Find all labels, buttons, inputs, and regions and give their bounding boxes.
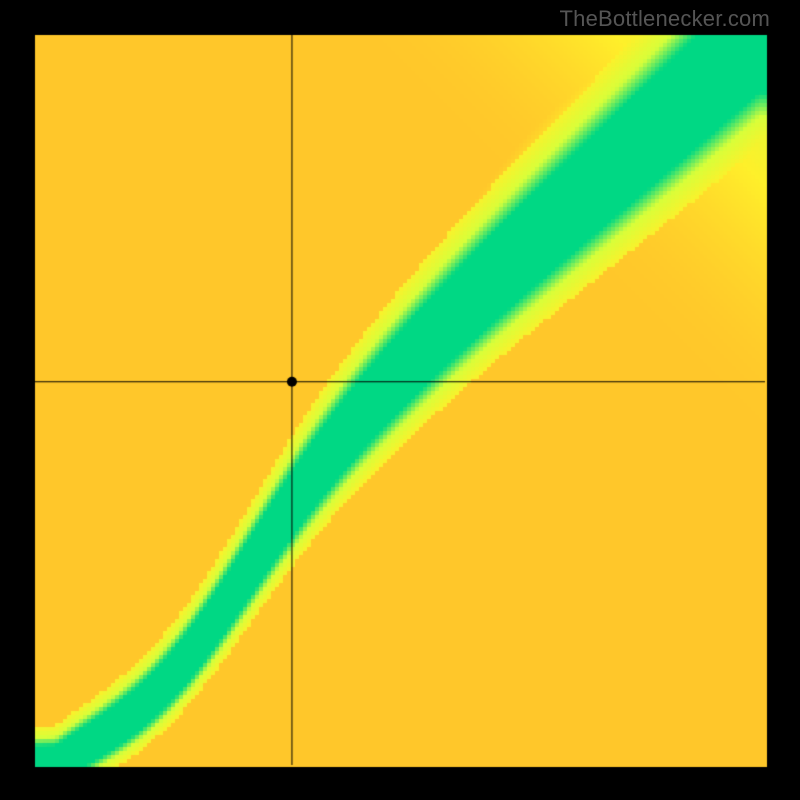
watermark-text: TheBottlenecker.com xyxy=(560,6,770,32)
chart-frame: TheBottlenecker.com xyxy=(0,0,800,800)
bottleneck-heatmap-canvas xyxy=(0,0,800,800)
